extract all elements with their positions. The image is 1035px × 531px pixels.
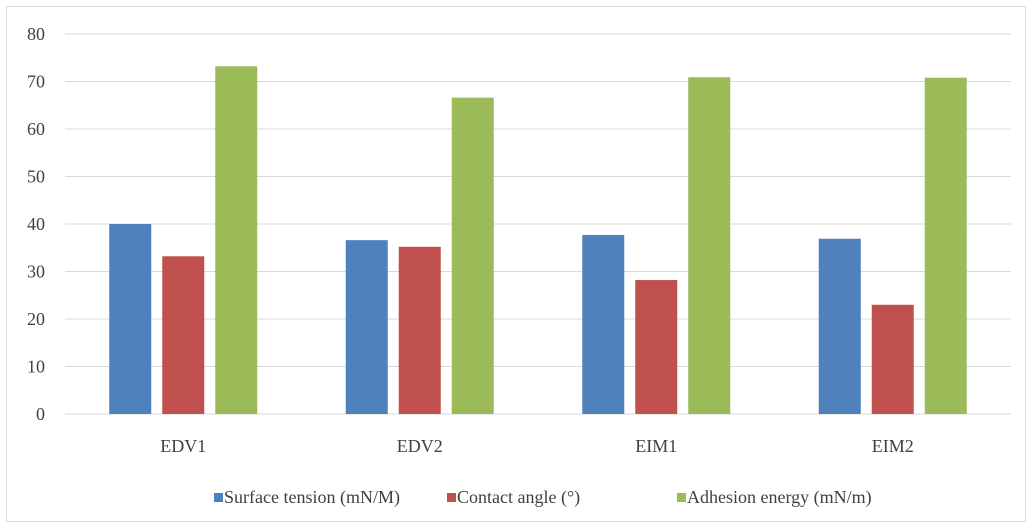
legend-label-2: Contact angle (°) [457,487,580,508]
x-tick-label: EDV1 [160,436,206,456]
chart-area: 0 10 20 30 40 50 60 70 80 EDV1 EDV2 EIM1 EIM2 Surfa… [6,6,1026,522]
bar-edv1-series-3 [215,66,258,415]
bar-eim1-series-2 [635,280,678,414]
bar-edv1-series-1 [109,224,152,414]
bar-eim1-series-3 [688,77,731,414]
y-tick-label: 40 [27,214,45,234]
legend-label-1: Surface tension (mN/M) [224,487,400,508]
bar-chart: 0 10 20 30 40 50 60 70 80 EDV1 EDV2 EIM1 EIM2 Surfa… [27,24,1011,508]
y-axis-tick-labels: 0 10 20 30 40 50 60 70 80 [27,24,45,424]
y-tick-label: 0 [36,404,45,424]
legend-swatch-2 [447,493,456,502]
legend-swatch-1 [214,493,223,502]
y-tick-label: 70 [27,72,45,92]
y-tick-label: 10 [27,357,45,377]
y-tick-label: 60 [27,119,45,139]
x-tick-label: EIM1 [635,436,677,456]
bar-edv2-series-3 [451,97,494,415]
bar-edv2-series-2 [398,246,441,414]
bar-eim2-series-2 [871,304,914,414]
legend: Surface tension (mN/M) Contact angle (°) A… [214,487,872,508]
bar-eim2-series-1 [818,238,861,414]
legend-swatch-3 [677,493,686,502]
bar-eim1-series-1 [582,234,625,414]
bar-edv2-series-1 [345,240,388,414]
x-tick-label: EDV2 [397,436,443,456]
y-tick-label: 50 [27,167,45,187]
bars [109,66,967,415]
y-tick-label: 30 [27,262,45,282]
gridlines [65,33,1011,415]
y-tick-label: 80 [27,24,45,44]
bar-eim2-series-3 [924,77,967,414]
x-axis-category-labels: EDV1 EDV2 EIM1 EIM2 [160,436,914,456]
legend-label-3: Adhesion energy (mN/m) [687,487,872,508]
y-tick-label: 20 [27,309,45,329]
bar-edv1-series-2 [162,256,205,414]
x-tick-label: EIM2 [872,436,914,456]
